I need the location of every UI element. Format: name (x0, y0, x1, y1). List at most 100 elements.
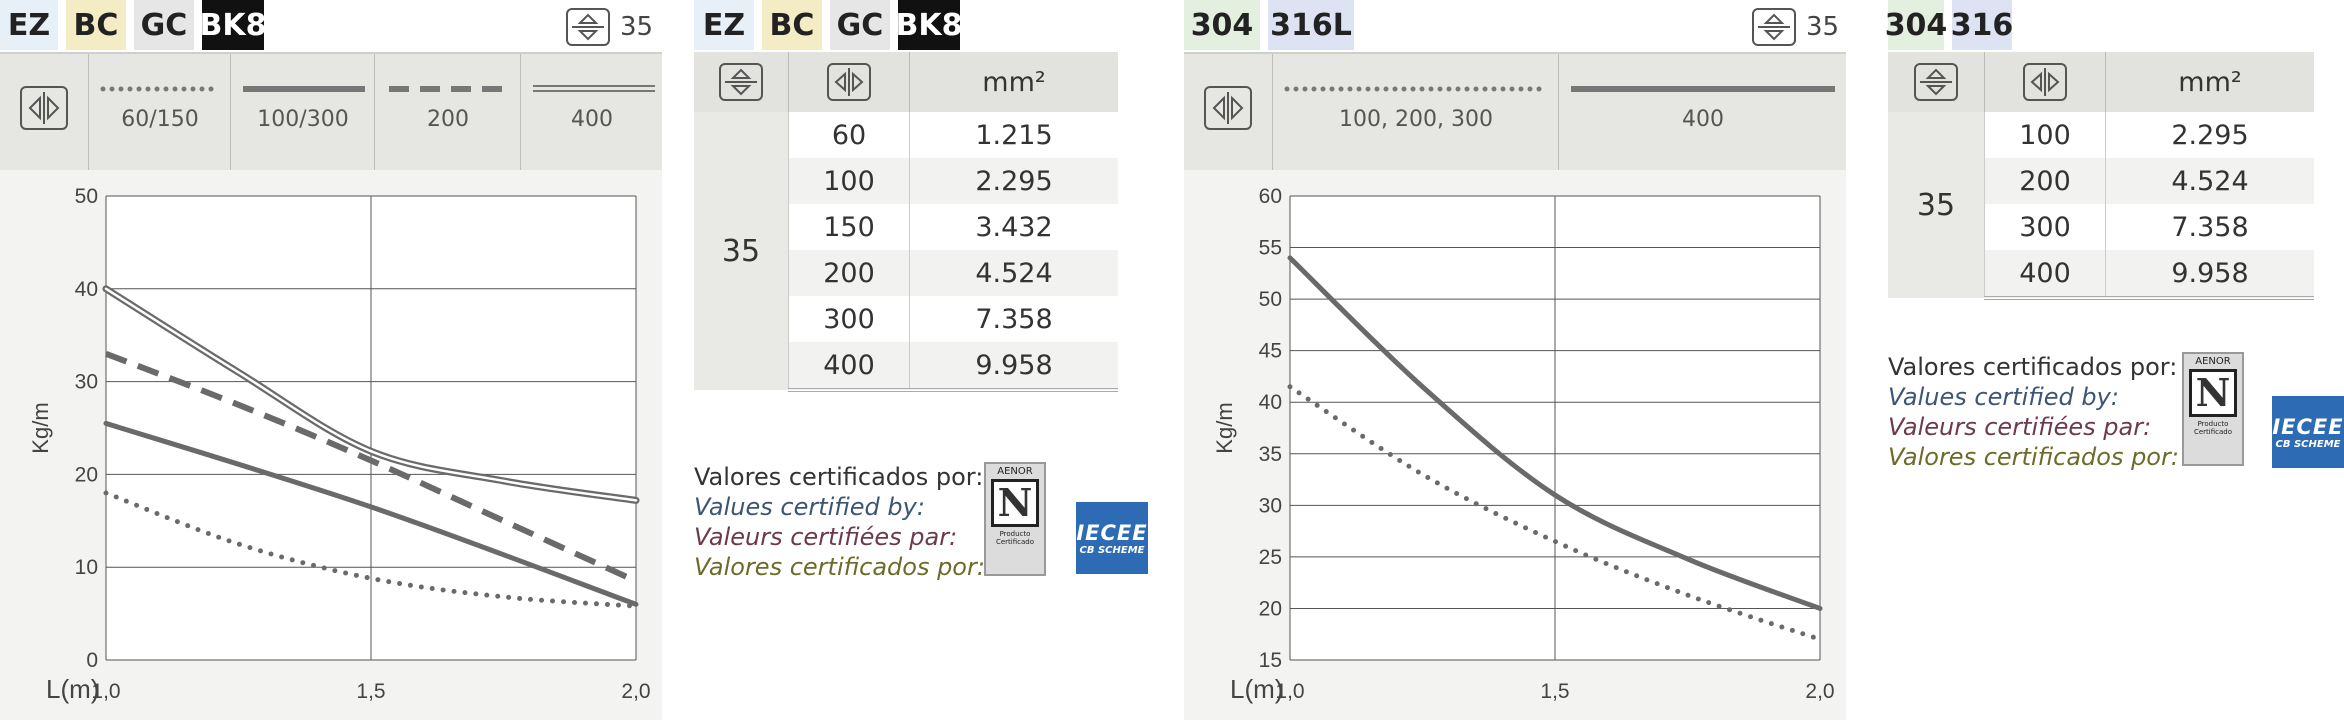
area-cell: 4.524 (909, 250, 1118, 296)
span-width-icon (2023, 63, 2067, 101)
y-tick-label: 55 (1259, 237, 1282, 260)
series-line-dashed (104, 350, 638, 584)
legend-strip: 100, 200, 300 400 (1184, 54, 1846, 170)
table-row: 200 4.524 (694, 250, 1118, 296)
table-row: 400 9.958 (694, 342, 1118, 392)
width-cell: 100 (1984, 112, 2106, 158)
table-row: 200 4.524 (1888, 158, 2314, 204)
width-cell: 200 (1984, 158, 2106, 204)
series-line-solid (1287, 255, 1823, 611)
tag-bc: BC (762, 0, 822, 50)
y-tick-label: 20 (75, 463, 98, 486)
table-row: 300 7.358 (694, 296, 1118, 342)
header-width-icon-cell (788, 52, 910, 112)
y-tick-label: 10 (75, 556, 98, 579)
table-panel-1: EZ BC GC BK8 (694, 0, 1148, 720)
area-cell: 9.958 (2105, 250, 2314, 300)
header-height-icon-cell (1888, 52, 1985, 112)
section-height-icon (1752, 8, 1796, 46)
legend-item-solid: 100/300 (230, 54, 375, 170)
x-tick-label: 1,0 (91, 680, 120, 703)
iecee-logo: IECEE CB SCHEME (1076, 502, 1148, 574)
legend-item-dotted: 100, 200, 300 (1272, 54, 1559, 170)
table-row: 400 9.958 (1888, 250, 2314, 300)
tag-304: 304 (1184, 0, 1260, 50)
legend-strip: 60/150 100/300 200 400 (0, 54, 662, 170)
table-row: 35 60 1.215 (694, 112, 1118, 390)
y-tick-label: 40 (75, 278, 98, 301)
iecee-logo: IECEE CB SCHEME (2272, 396, 2344, 468)
width-cell: 400 (1984, 250, 2106, 300)
width-cell: 300 (1984, 204, 2106, 250)
tag-ez: EZ (0, 0, 58, 50)
width-cell: 400 (788, 342, 910, 392)
area-cell: 3.432 (909, 204, 1118, 250)
legend-item-dotted: 60/150 (88, 54, 231, 170)
width-cell: 300 (788, 296, 910, 342)
certification-text: Valores certificados por: Values certifi… (694, 462, 985, 582)
legend-item-double: 400 (520, 54, 663, 170)
tag-gc: GC (830, 0, 890, 50)
x-tick-label: 1,5 (356, 680, 385, 703)
header-width-icon-cell (1984, 52, 2106, 112)
x-tick-label: 2,0 (1805, 680, 1834, 703)
span-width-icon (827, 63, 871, 101)
aenor-logo: AENOR N Producto Certificado (984, 462, 1046, 576)
table-row: 150 3.432 (694, 204, 1118, 250)
x-axis-label: L(m) (1230, 674, 1283, 704)
cert-pt: Valores certificados por: (694, 553, 985, 581)
legend-label: 60/150 (121, 107, 199, 132)
legend-label: 400 (1682, 107, 1724, 132)
x-tick-label: 1,0 (1275, 680, 1304, 703)
tag-316l: 316L (1268, 0, 1354, 50)
legend-label: 100/300 (257, 107, 349, 132)
span-length-icon (20, 86, 68, 130)
y-tick-label: 35 (1259, 443, 1282, 466)
y-tick-label: 40 (1259, 391, 1282, 414)
legend-item-dashed: 200 (374, 54, 521, 170)
width-cell: 60 (788, 112, 910, 158)
y-tick-label: 30 (1259, 494, 1282, 517)
x-tick-label: 2,0 (621, 680, 650, 703)
y-tick-label: 50 (75, 185, 98, 208)
area-cell: 1.215 (909, 112, 1118, 158)
height-cell: 35 (694, 112, 789, 390)
area-cell: 7.358 (909, 296, 1118, 342)
cert-en: Values certified by: (694, 493, 925, 521)
area-cell: 7.358 (2105, 204, 2314, 250)
tag-bc: BC (66, 0, 126, 50)
y-tick-label: 0 (86, 649, 98, 672)
y-tick-label: 30 (75, 371, 98, 394)
tag-bk8: BK8 (896, 0, 963, 50)
y-axis-label: Kg/m (1212, 402, 1237, 453)
chart-1-plot: 0 10 20 30 40 50 1,0 1,5 2,0 L(m) Kg/m (28, 185, 651, 704)
chart-panel-2: 304 316L 35 100, 200, 300 400 15 20 25 30 35 4… (1184, 0, 1846, 720)
section-height-value: 35 (620, 12, 654, 42)
cert-pt: Valores certificados por: (1888, 443, 2179, 471)
chart-2-plot: 15 20 25 30 35 40 45 50 55 60 1,0 1,5 2,0 L(m) Kg/m (1212, 185, 1835, 704)
area-cell: 9.958 (909, 342, 1118, 392)
section-height-icon (719, 63, 763, 101)
section-height-icon (1914, 63, 1958, 101)
width-cell: 200 (788, 250, 910, 296)
tag-gc: GC (134, 0, 194, 50)
header-area: mm² (2105, 52, 2314, 112)
header-height-icon-cell (694, 52, 789, 112)
table-row: 35 100 2.295 (1888, 112, 2314, 298)
y-tick-label: 45 (1259, 340, 1282, 363)
y-tick-label: 50 (1259, 288, 1282, 311)
tag-316: 316 (1951, 0, 2013, 50)
cert-fr: Valeurs certifiées par: (1888, 413, 2152, 441)
cert-fr: Valeurs certifiées par: (694, 523, 958, 551)
tag-ez: EZ (694, 0, 754, 50)
span-length-icon (1204, 86, 1252, 130)
header-area: mm² (909, 52, 1118, 112)
aenor-logo: AENOR N Producto Certificado (2182, 352, 2244, 466)
section-height-icon (566, 8, 610, 46)
width-cell: 150 (788, 204, 910, 250)
area-cell: 2.295 (2105, 112, 2314, 158)
table-row: 100 2.295 (694, 158, 1118, 204)
cert-en: Values certified by: (1888, 383, 2119, 411)
cert-es: Valores certificados por: (694, 463, 984, 491)
cross-section-table: mm² 35 100 2.295 200 4.524 300 7.358 400 9.958 (1888, 52, 2314, 300)
